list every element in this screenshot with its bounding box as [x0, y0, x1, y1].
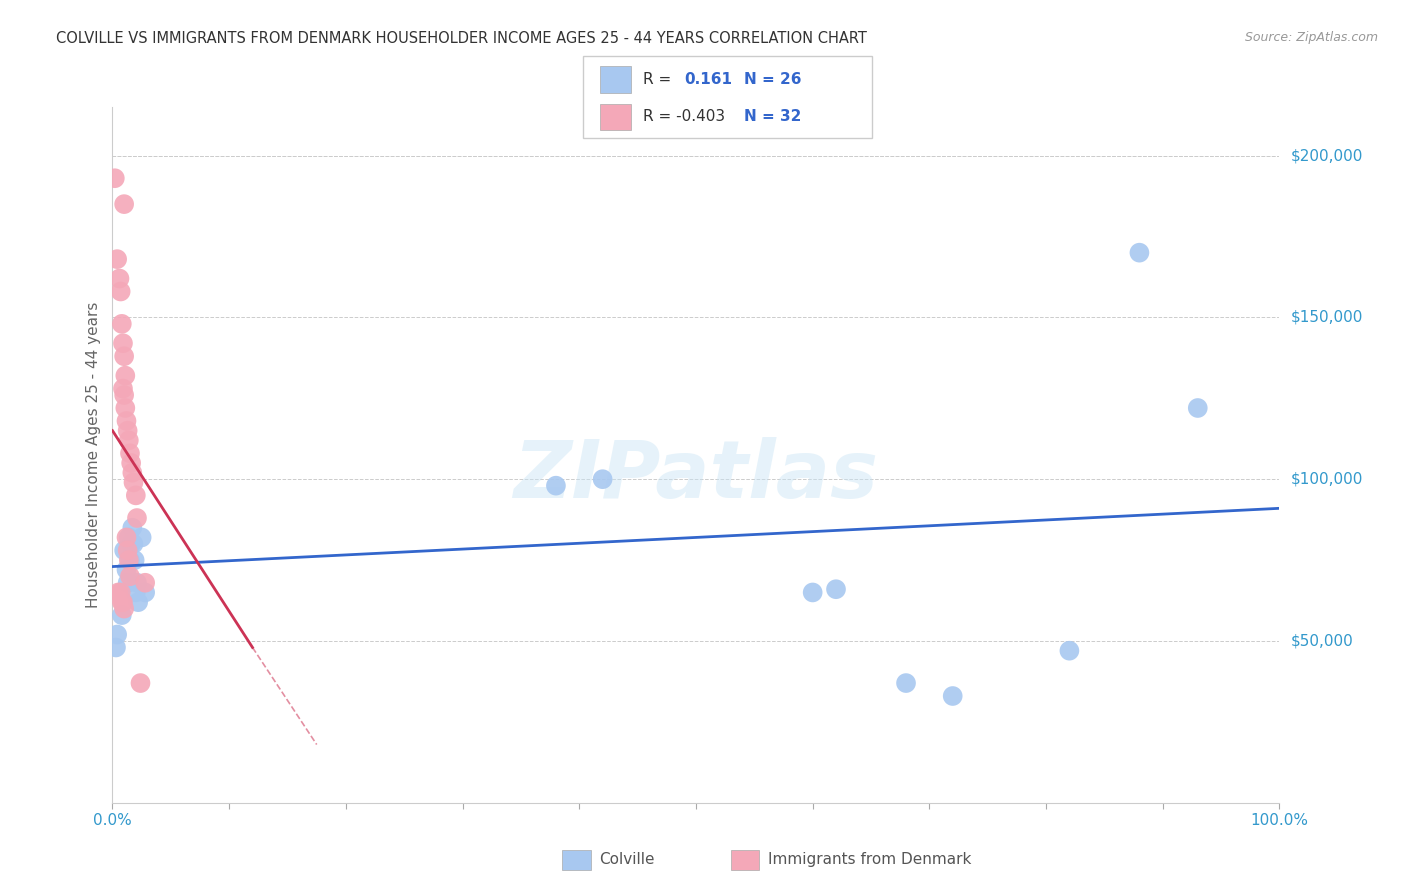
- Text: 0.161: 0.161: [685, 71, 733, 87]
- Point: [122, 475, 145, 490]
- Point: [125, 585, 148, 599]
- Point: [134, 575, 156, 590]
- Point: [134, 585, 156, 599]
- Point: [942, 689, 965, 703]
- Point: [104, 640, 127, 655]
- Point: [105, 627, 128, 641]
- Point: [118, 531, 141, 545]
- Point: [114, 368, 136, 383]
- Text: R =: R =: [643, 71, 671, 87]
- Text: $100,000: $100,000: [1291, 472, 1362, 487]
- Point: [592, 472, 614, 486]
- Text: Source: ZipAtlas.com: Source: ZipAtlas.com: [1244, 31, 1378, 45]
- Point: [894, 676, 917, 690]
- Point: [825, 582, 848, 597]
- Point: [1128, 245, 1150, 260]
- Point: [112, 601, 135, 615]
- Text: Colville: Colville: [599, 853, 654, 867]
- Text: N = 26: N = 26: [744, 71, 801, 87]
- Point: [1059, 643, 1081, 657]
- Point: [111, 382, 134, 396]
- Point: [112, 388, 135, 402]
- Point: [111, 595, 134, 609]
- Text: R = -0.403: R = -0.403: [643, 110, 724, 124]
- Point: [108, 271, 131, 285]
- Point: [124, 553, 146, 567]
- Point: [125, 488, 148, 502]
- Point: [107, 585, 129, 599]
- Point: [131, 531, 153, 545]
- Point: [110, 585, 132, 599]
- Point: [127, 595, 149, 609]
- Point: [112, 197, 135, 211]
- Point: [105, 252, 128, 267]
- Point: [117, 543, 139, 558]
- Point: [111, 608, 134, 623]
- Text: N = 32: N = 32: [744, 110, 801, 124]
- Point: [115, 531, 138, 545]
- Point: [544, 478, 567, 492]
- Point: [110, 285, 132, 299]
- Point: [801, 585, 824, 599]
- Point: [129, 676, 152, 690]
- Point: [118, 553, 141, 567]
- Point: [114, 401, 136, 415]
- Point: [118, 446, 141, 460]
- Point: [120, 456, 142, 470]
- Point: [112, 349, 135, 363]
- Text: ZIPatlas: ZIPatlas: [513, 437, 879, 515]
- Point: [1187, 401, 1209, 415]
- Text: $50,000: $50,000: [1291, 633, 1354, 648]
- Point: [104, 171, 127, 186]
- Point: [118, 434, 141, 448]
- Text: $150,000: $150,000: [1291, 310, 1362, 325]
- Point: [120, 537, 142, 551]
- Point: [115, 414, 138, 428]
- Point: [125, 575, 148, 590]
- Point: [111, 595, 134, 609]
- Text: COLVILLE VS IMMIGRANTS FROM DENMARK HOUSEHOLDER INCOME AGES 25 - 44 YEARS CORREL: COLVILLE VS IMMIGRANTS FROM DENMARK HOUS…: [56, 31, 868, 46]
- Point: [125, 511, 148, 525]
- Point: [121, 521, 143, 535]
- Point: [111, 336, 134, 351]
- Point: [122, 537, 145, 551]
- Point: [118, 553, 141, 567]
- Point: [115, 563, 138, 577]
- Point: [117, 424, 139, 438]
- Text: $200,000: $200,000: [1291, 148, 1362, 163]
- Point: [121, 466, 143, 480]
- Point: [112, 543, 135, 558]
- Y-axis label: Householder Income Ages 25 - 44 years: Householder Income Ages 25 - 44 years: [86, 301, 101, 608]
- Point: [117, 575, 139, 590]
- Point: [111, 317, 134, 331]
- Text: Immigrants from Denmark: Immigrants from Denmark: [768, 853, 972, 867]
- Point: [118, 569, 141, 583]
